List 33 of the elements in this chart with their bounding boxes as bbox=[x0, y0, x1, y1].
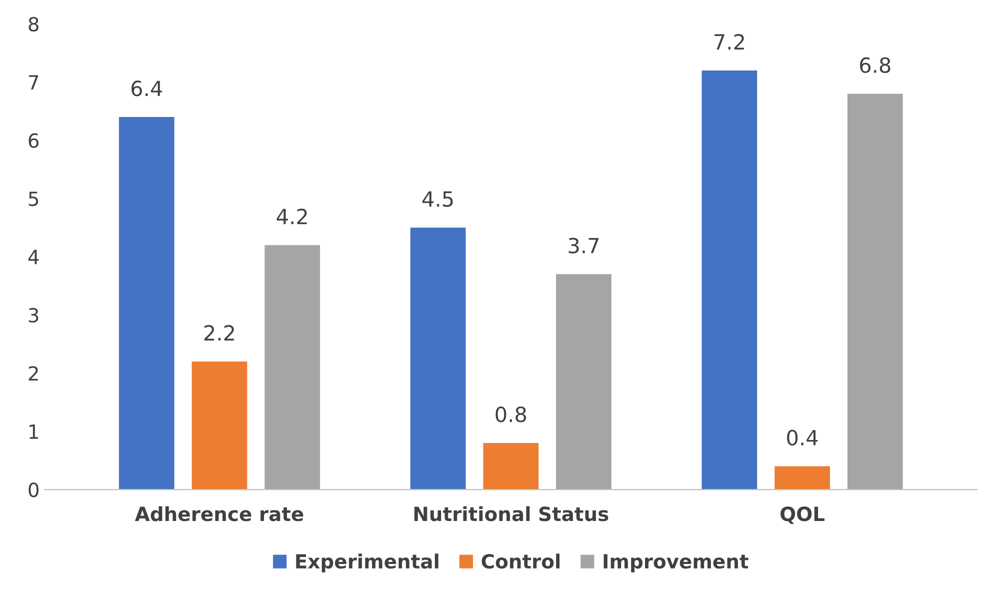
y-tick-label: 5 bbox=[28, 192, 38, 206]
bar bbox=[556, 274, 612, 490]
legend-label: Control bbox=[482, 554, 560, 569]
y-tick-label: 4 bbox=[28, 250, 39, 264]
bar bbox=[410, 228, 466, 490]
y-tick-label: 0 bbox=[28, 482, 38, 498]
y-tick-label: 1 bbox=[30, 424, 38, 439]
data-label: 0.4 bbox=[787, 430, 818, 446]
data-label: 0.8 bbox=[496, 406, 526, 422]
y-tick-label: 6 bbox=[28, 133, 39, 148]
bar bbox=[118, 117, 174, 490]
x-tick-label: Nutritional Status bbox=[414, 506, 608, 522]
data-label: 6.8 bbox=[860, 57, 890, 74]
data-label: 4.2 bbox=[276, 208, 307, 224]
bar bbox=[192, 361, 248, 490]
bar bbox=[774, 466, 830, 490]
data-label: 3.7 bbox=[568, 238, 599, 254]
x-tick-label: QOL bbox=[780, 506, 824, 524]
y-tick-label: 7 bbox=[29, 75, 38, 90]
y-tick-label: 3 bbox=[28, 308, 38, 323]
legend-label: Experimental bbox=[296, 554, 438, 572]
legend-label: Improvement bbox=[604, 554, 748, 572]
y-tick-label: 8 bbox=[28, 16, 38, 32]
x-tick-label: Adherence rate bbox=[134, 506, 304, 522]
data-label: 6.4 bbox=[132, 80, 162, 96]
bar bbox=[483, 442, 539, 490]
data-label: 2.2 bbox=[204, 325, 234, 340]
y-tick-label: 2 bbox=[28, 366, 38, 381]
bar bbox=[847, 94, 903, 490]
bar bbox=[702, 70, 758, 490]
data-label: 4.5 bbox=[422, 191, 453, 207]
data-label: 7.2 bbox=[714, 34, 744, 50]
bar bbox=[264, 245, 320, 490]
